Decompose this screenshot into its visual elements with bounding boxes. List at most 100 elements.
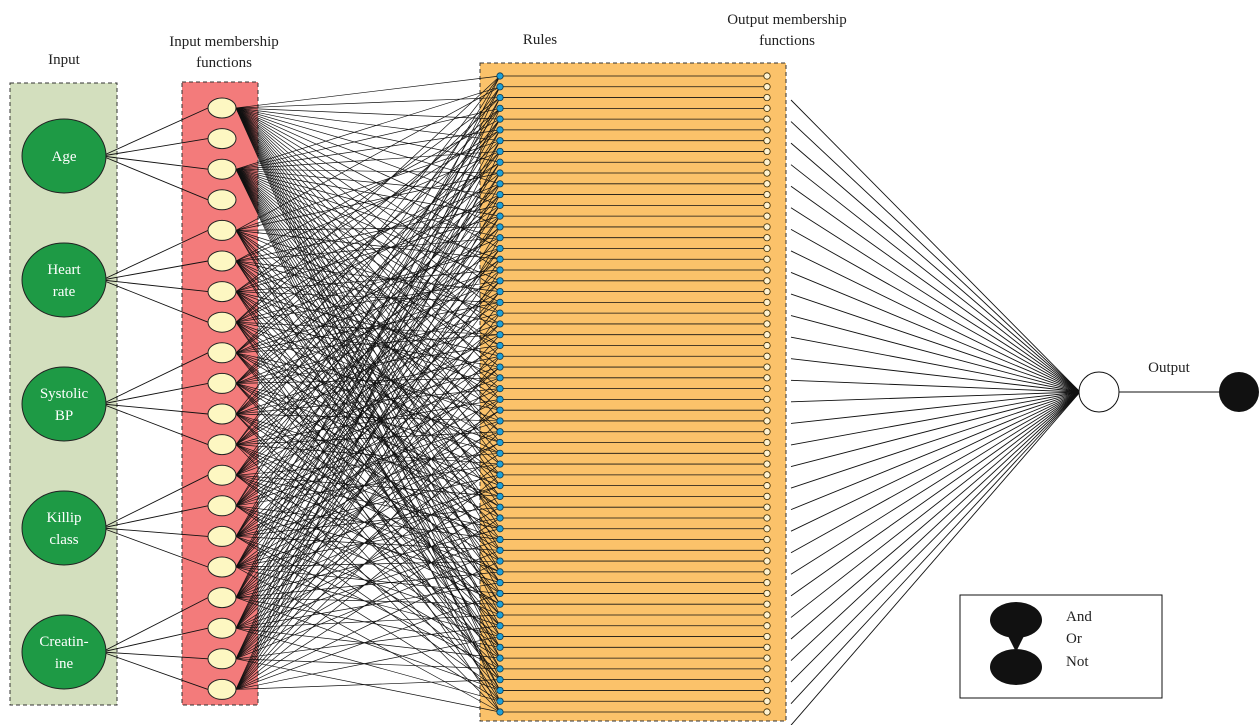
rule-node xyxy=(496,385,504,393)
mf-rule-connection xyxy=(235,107,501,637)
rule-node xyxy=(496,406,504,414)
mf-rule-connection xyxy=(235,321,501,626)
mf-rule-connection xyxy=(235,151,501,415)
input-node-label: Killip xyxy=(46,510,81,526)
output-mf-node xyxy=(763,158,771,166)
rule-node xyxy=(496,115,504,123)
mf-rule-connection xyxy=(235,107,501,400)
output-mf-node xyxy=(763,83,771,91)
rule-node xyxy=(496,277,504,285)
membership-node xyxy=(207,587,237,609)
mf-rule-connection xyxy=(235,168,501,519)
rule-node xyxy=(496,676,504,684)
mf-rule-connection xyxy=(235,215,501,568)
rule-node xyxy=(496,686,504,695)
mf-rule-connection xyxy=(235,169,501,605)
mf-rule-connection xyxy=(235,75,501,598)
membership-node xyxy=(207,678,237,700)
output-mf-node xyxy=(763,622,771,630)
output-mf-node xyxy=(763,169,771,177)
mf-rule-connection xyxy=(235,169,501,670)
legend-operator-icon xyxy=(990,602,1042,685)
mf-rule-connection xyxy=(235,258,501,445)
rule-lines xyxy=(500,75,767,713)
membership-node xyxy=(207,158,237,180)
mf-rule-connection xyxy=(235,86,501,445)
legend-box xyxy=(959,594,1163,699)
mf-rule-connection xyxy=(235,129,501,170)
rule-node xyxy=(496,557,504,565)
rule-node xyxy=(496,147,504,156)
rule-node xyxy=(496,665,504,673)
mf-rule-connection xyxy=(235,582,501,629)
mf-rule-connection xyxy=(235,474,501,497)
mf-rule-connection xyxy=(235,260,501,379)
output-mf-node xyxy=(763,482,771,490)
header-input-membership-line1: Input membership xyxy=(169,34,279,50)
mf-rule-connection xyxy=(235,291,501,357)
rule-node xyxy=(496,180,504,188)
mf-rule-connection xyxy=(235,352,501,411)
rule-node xyxy=(496,93,504,102)
mf-rule-connection xyxy=(235,168,501,195)
output-mf-node xyxy=(763,212,771,220)
mf-rule-connection xyxy=(235,536,501,627)
input-node-label: Systolic xyxy=(40,386,89,402)
input-node-label: rate xyxy=(53,284,76,300)
mf-rule-connection xyxy=(235,230,501,519)
output-mf-node xyxy=(763,137,771,145)
membership-node xyxy=(207,189,237,211)
mf-rule-connection xyxy=(235,352,501,616)
mf-rule-connection xyxy=(235,108,501,323)
rule-output-connection xyxy=(790,142,1081,393)
output-mf-node xyxy=(763,632,771,641)
mf-rule-connection xyxy=(235,118,501,262)
output-mf-node xyxy=(763,643,771,651)
rule-node xyxy=(496,622,504,630)
mf-rule-connection xyxy=(235,413,501,497)
mf-rule-connection xyxy=(235,230,501,605)
mf-rule-connection xyxy=(235,107,501,271)
mf-rule-connection xyxy=(235,528,501,598)
mf-rule-connection xyxy=(235,169,501,648)
mf-rule-connection xyxy=(235,321,501,454)
membership-node xyxy=(207,97,237,119)
rule-node xyxy=(496,363,504,371)
output-mf-node xyxy=(763,190,771,199)
rule-output-connection xyxy=(790,228,1081,393)
rule-node xyxy=(496,579,504,587)
output-mf-node xyxy=(763,266,771,274)
rule-output-connection xyxy=(790,391,1081,683)
input-mf-connection xyxy=(101,279,209,293)
mf-rule-connection xyxy=(235,168,501,217)
mf-rule-connection xyxy=(235,388,501,507)
mf-rule-connection xyxy=(235,321,501,368)
mf-rule-connection xyxy=(235,107,501,249)
rule-to-output-connections xyxy=(790,99,1081,725)
mf-rule-connection xyxy=(235,168,501,368)
header-input: Input xyxy=(48,52,80,68)
rule-node xyxy=(496,331,504,339)
output-mf-node xyxy=(763,471,771,479)
mf-rule-connection xyxy=(235,140,501,384)
rule-output-connection xyxy=(790,391,1081,725)
header-output-membership-line1: Output membership xyxy=(727,12,847,28)
output-mf-node xyxy=(763,406,771,414)
mf-rule-connection xyxy=(235,658,501,713)
mf-rule-connection xyxy=(235,169,501,626)
input-mf-connection xyxy=(101,403,209,415)
mf-rule-connection xyxy=(235,107,501,206)
rule-output-connection xyxy=(790,164,1081,393)
mf-rule-connection xyxy=(235,168,501,497)
rule-node xyxy=(496,352,504,360)
mf-rule-connection xyxy=(235,260,501,551)
rule-node xyxy=(496,244,504,253)
output-mf-node xyxy=(763,686,771,695)
mf-rule-connection xyxy=(235,323,501,415)
membership-node xyxy=(207,250,237,272)
mf-rule-connection xyxy=(235,571,501,598)
rule-node xyxy=(496,223,504,231)
mf-rule-connection xyxy=(235,291,501,445)
output-mf-node xyxy=(763,579,771,587)
header-input-membership-line2: functions xyxy=(196,55,252,71)
